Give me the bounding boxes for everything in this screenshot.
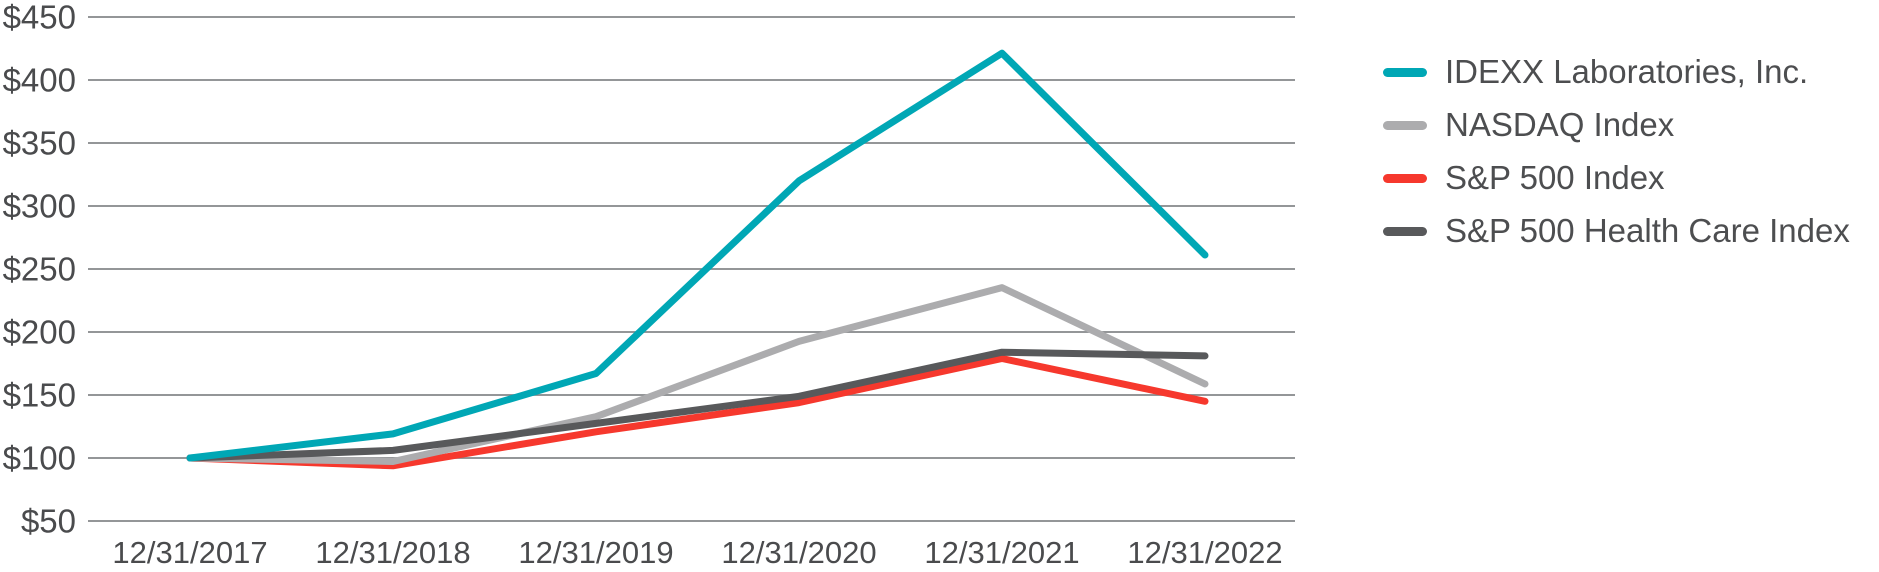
y-axis-tick-label: $100	[3, 440, 76, 477]
series-line-nasdaq	[186, 284, 1209, 465]
y-axis: $450 $400 $350 $300 $250 $200 $150 $100 $50	[3, 0, 76, 540]
y-axis-tick-label: $50	[21, 503, 76, 540]
legend-item-idexx: IDEXX Laboratories, Inc.	[1383, 52, 1850, 92]
legend-item-nasdaq: NASDAQ Index	[1383, 105, 1850, 145]
legend-label-idexx: IDEXX Laboratories, Inc.	[1445, 53, 1809, 90]
legend-label-sp500: S&P 500 Index	[1445, 159, 1665, 196]
x-axis-tick-label: 12/31/2019	[518, 535, 673, 570]
x-axis-tick-label: 12/31/2018	[315, 535, 470, 570]
legend-label-nasdaq: NASDAQ Index	[1445, 106, 1675, 143]
x-axis: 12/31/2017 12/31/2018 12/31/2019 12/31/2020…	[112, 535, 1282, 570]
series-lines	[186, 49, 1209, 470]
legend-label-sp500-healthcare: S&P 500 Health Care Index	[1445, 212, 1850, 249]
y-axis-tick-label: $450	[3, 0, 76, 36]
x-axis-tick-label: 12/31/2020	[721, 535, 876, 570]
x-axis-tick-label: 12/31/2017	[112, 535, 267, 570]
x-axis-tick-label: 12/31/2021	[924, 535, 1079, 570]
series-line-sp500-healthcare	[186, 348, 1209, 462]
x-axis-tick-label: 12/31/2022	[1127, 535, 1282, 570]
y-axis-tick-label: $350	[3, 125, 76, 162]
series-line-sp500	[186, 355, 1209, 470]
series-line-idexx	[186, 49, 1209, 462]
y-axis-tick-label: $300	[3, 188, 76, 225]
legend-item-sp500: S&P 500 Index	[1383, 158, 1850, 198]
legend: IDEXX Laboratories, Inc. NASDAQ Index S&…	[1383, 52, 1850, 264]
nasdaq-line-swatch-icon	[1383, 120, 1427, 130]
legend-item-sp500-healthcare: S&P 500 Health Care Index	[1383, 211, 1850, 251]
gridlines	[88, 16, 1295, 522]
y-axis-tick-label: $400	[3, 62, 76, 99]
sp500-line-swatch-icon	[1383, 173, 1427, 183]
y-axis-tick-label: $250	[3, 251, 76, 288]
sp500-healthcare-line-swatch-icon	[1383, 226, 1427, 236]
idexx-line-swatch-icon	[1383, 67, 1427, 77]
y-axis-tick-label: $150	[3, 377, 76, 414]
y-axis-tick-label: $200	[3, 314, 76, 351]
